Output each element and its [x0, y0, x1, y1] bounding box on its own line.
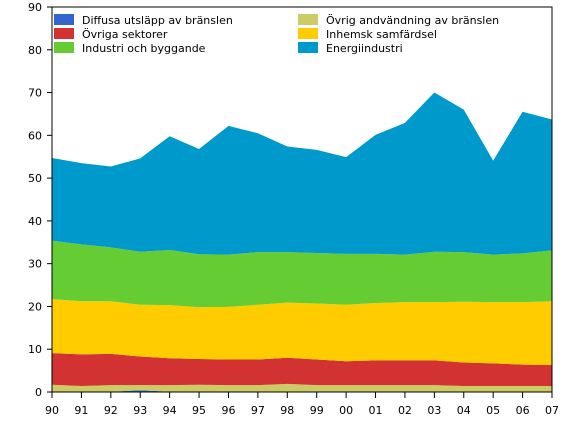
legend-swatch-inhemsk-samf-rdsel [298, 28, 318, 39]
y-tick-label: 40 [28, 215, 42, 228]
y-tick-label: 20 [28, 300, 42, 313]
legend-label-energiindustri: Energiindustri [326, 42, 403, 55]
y-tick-label: 0 [35, 386, 42, 399]
x-tick-label: 02 [398, 404, 412, 417]
legend-label-industri-och-byggande: Industri och byggande [82, 42, 206, 55]
x-tick-label: 95 [192, 404, 206, 417]
legend-swatch-energiindustri [298, 42, 318, 53]
legend-label--vriga-sektorer: Övriga sektorer [82, 28, 168, 41]
area-inhemsk-samf-rdsel [52, 299, 552, 366]
stacked-areas [52, 92, 552, 392]
y-tick-label: 50 [28, 172, 42, 185]
area-energiindustri [52, 92, 552, 255]
y-tick-label: 80 [28, 44, 42, 57]
legend: Diffusa utsläpp av bränslen Övrig andvänd… [54, 14, 499, 55]
area--vrig-andv-ndning-av-br-nslen [52, 383, 552, 392]
x-tick-label: 92 [104, 404, 118, 417]
x-tick-label: 90 [45, 404, 59, 417]
area-industri-och-byggande [52, 240, 552, 308]
x-tick-label: 06 [516, 404, 530, 417]
legend-label-inhemsk-samf-rdsel: Inhemsk samfärdsel [326, 28, 437, 41]
y-tick-label: 90 [28, 1, 42, 14]
legend-swatch--vrig-andv-ndning-av-br-nslen [298, 14, 318, 25]
x-tick-label: 99 [310, 404, 324, 417]
x-tick-label: 93 [133, 404, 147, 417]
x-tick-label: 04 [457, 404, 471, 417]
x-tick-label: 91 [74, 404, 88, 417]
x-tick-label: 96 [221, 404, 235, 417]
y-tick-label: 60 [28, 129, 42, 142]
x-tick-label: 05 [486, 404, 500, 417]
x-tick-label: 94 [163, 404, 177, 417]
x-tick-label: 00 [339, 404, 353, 417]
x-tick-label: 03 [427, 404, 441, 417]
x-tick-label: 97 [251, 404, 265, 417]
legend-swatch--vriga-sektorer [54, 28, 74, 39]
x-tick-label: 98 [280, 404, 294, 417]
legend-swatch-diffusa-utsl-pp-av-br-nslen [54, 14, 74, 25]
x-tick-label: 01 [369, 404, 383, 417]
area--vriga-sektorer [52, 353, 552, 387]
legend-label-diffusa-utsl-pp-av-br-nslen: Diffusa utsläpp av bränslen [82, 14, 233, 27]
legend-label--vrig-andv-ndning-av-br-nslen: Övrig andvändning av bränslen [326, 14, 499, 27]
legend-swatch-industri-och-byggande [54, 42, 74, 53]
x-tick-label: 07 [545, 404, 559, 417]
plot-frame [51, 6, 553, 393]
y-tick-label: 30 [28, 258, 42, 271]
y-tick-label: 70 [28, 87, 42, 100]
y-tick-label: 10 [28, 343, 42, 356]
